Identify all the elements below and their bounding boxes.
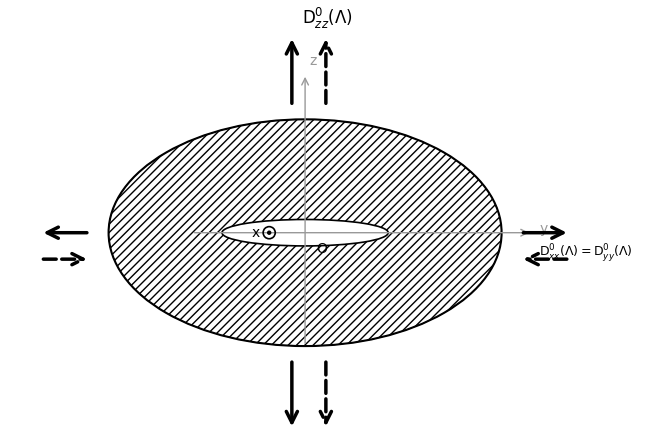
Circle shape (268, 231, 271, 234)
Text: x: x (252, 226, 260, 240)
Text: z: z (310, 54, 317, 68)
Text: $\mathrm{D}^{0}_{xx}(\Lambda)=\mathrm{D}^{0}_{yy}(\Lambda)$: $\mathrm{D}^{0}_{xx}(\Lambda)=\mathrm{D}… (539, 242, 633, 264)
Ellipse shape (222, 220, 388, 246)
Text: O: O (317, 242, 327, 256)
Text: $\mathrm{D}^{0}_{zz}(\Lambda)$: $\mathrm{D}^{0}_{zz}(\Lambda)$ (303, 5, 353, 30)
Ellipse shape (108, 119, 502, 346)
Text: y: y (539, 222, 548, 236)
